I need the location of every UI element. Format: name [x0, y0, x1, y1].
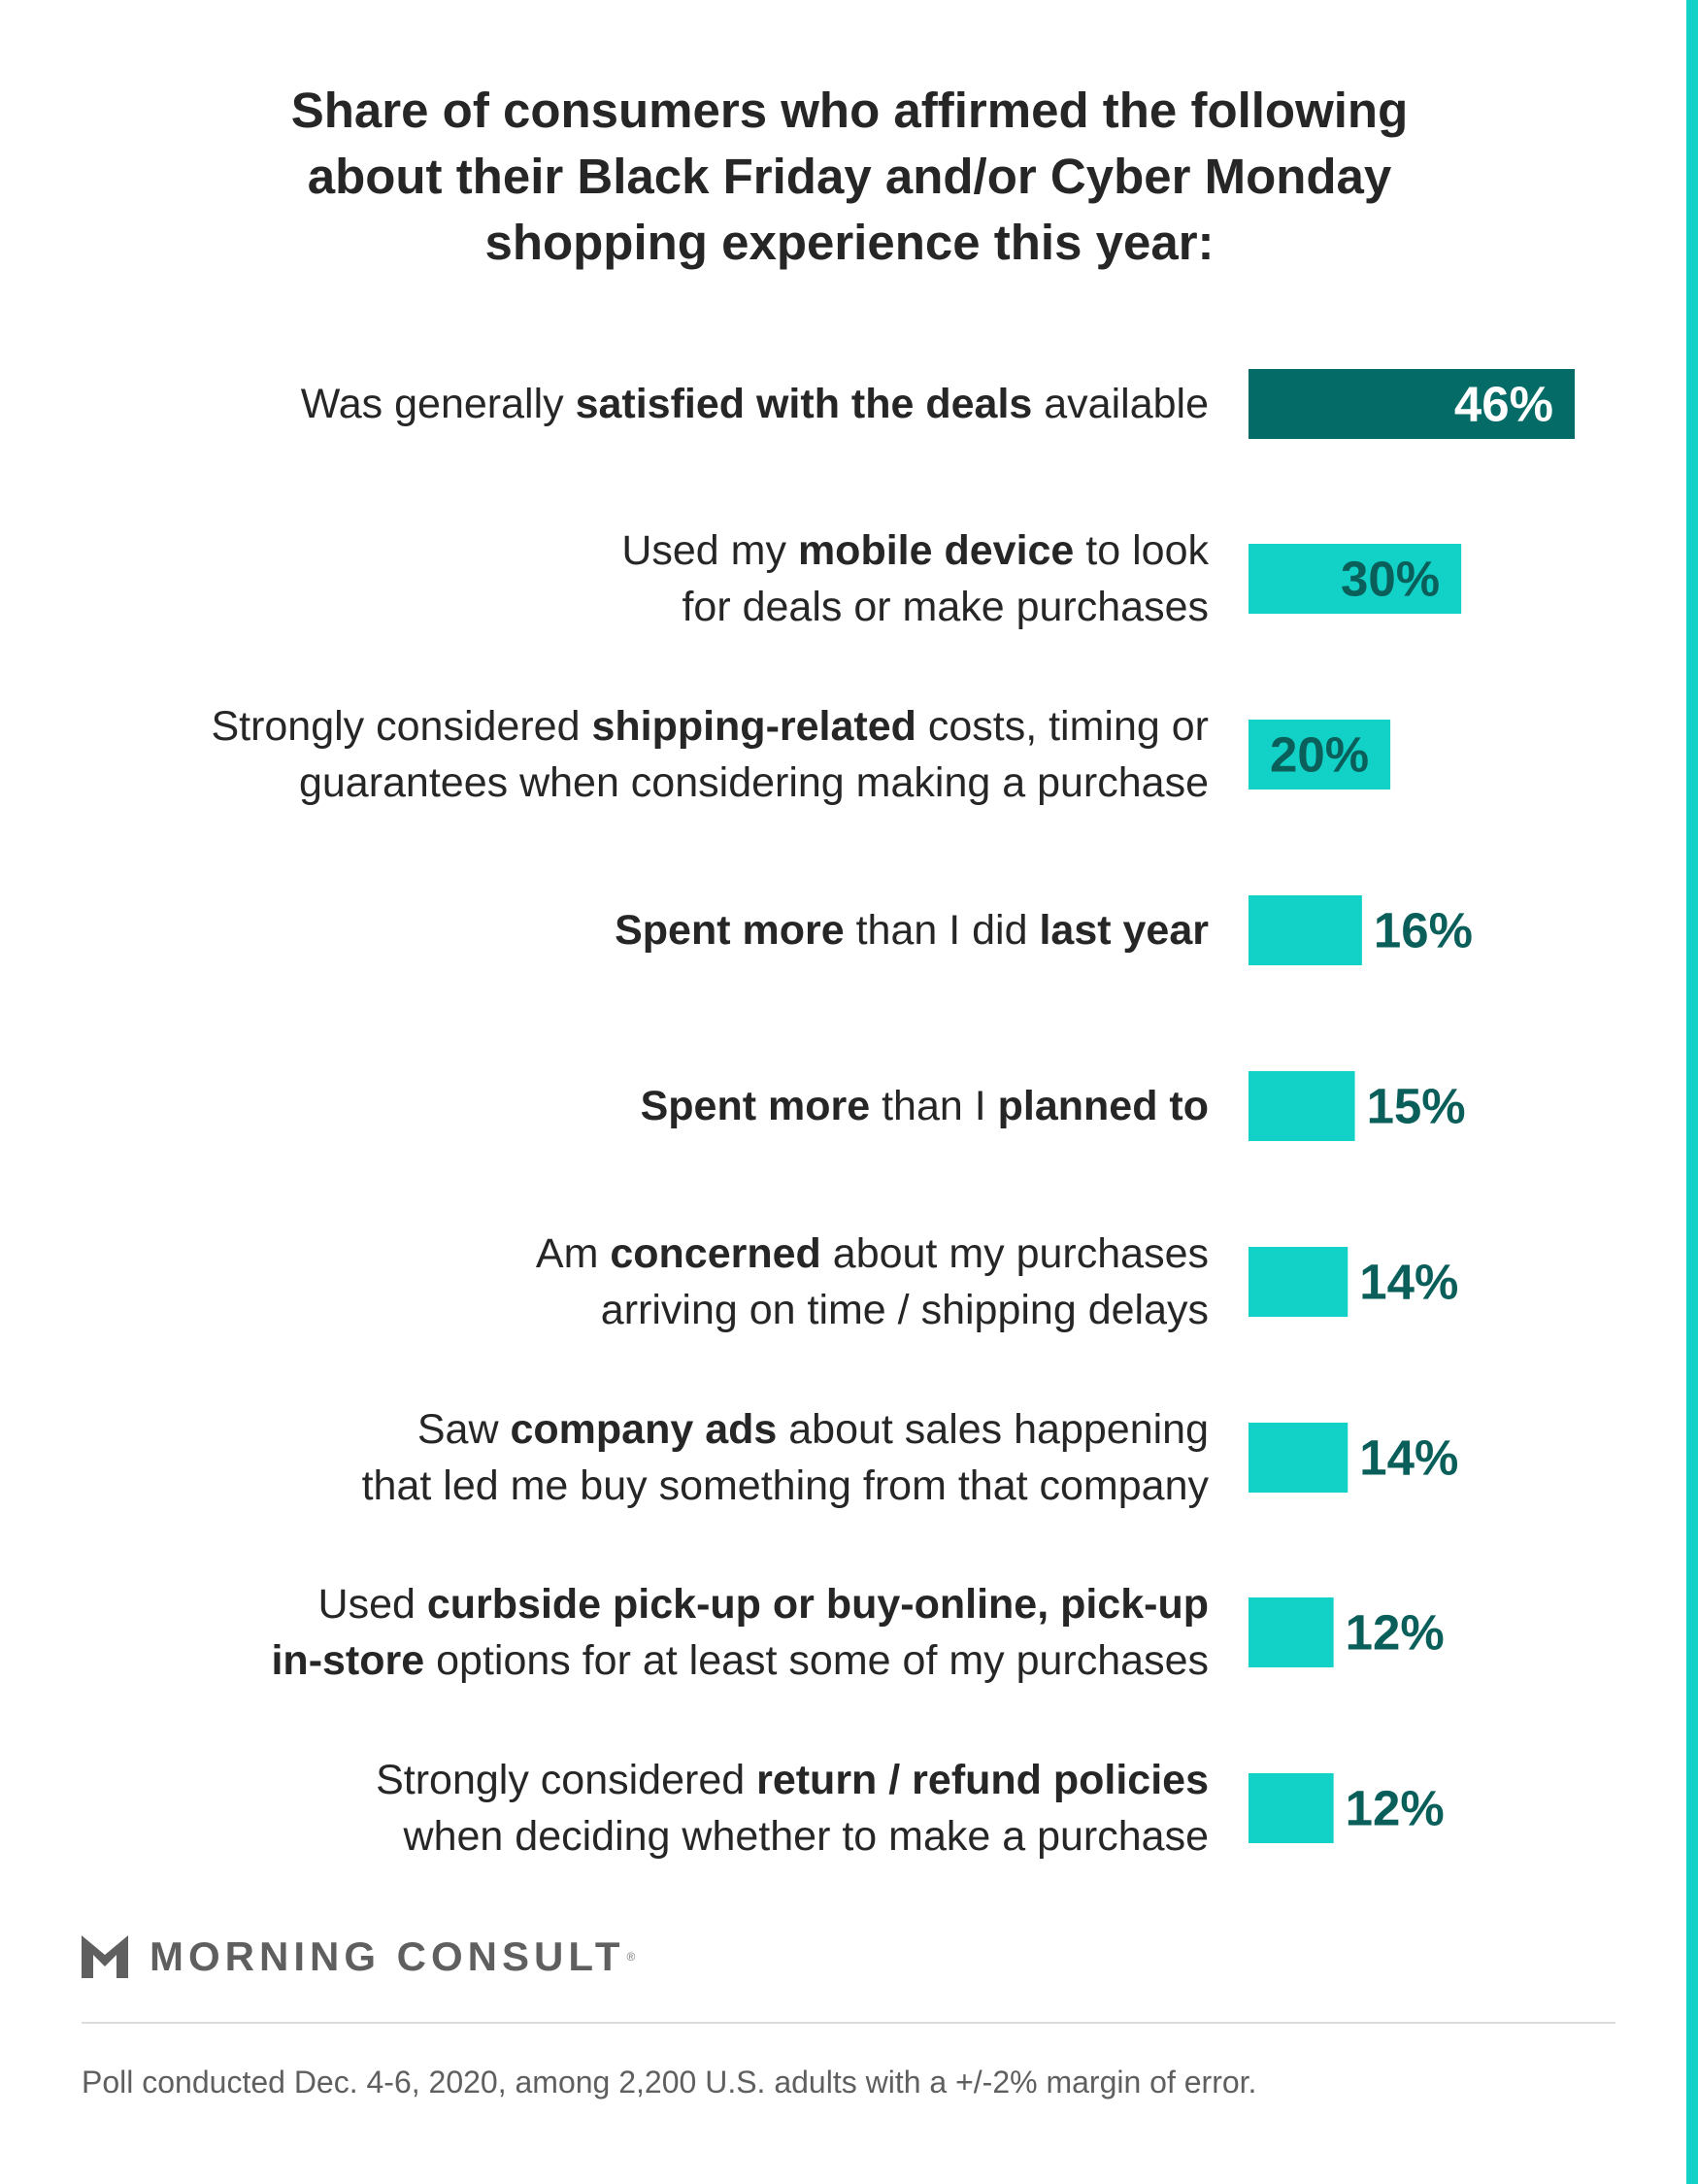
category-label-line: that led me buy something from that comp…	[362, 1462, 1210, 1509]
category-label-line: Saw company ads about sales happening	[417, 1406, 1209, 1453]
category-label-line: for deals or make purchases	[682, 584, 1209, 630]
bar-1	[1249, 369, 1575, 439]
category-label-line: guarantees when considering making a pur…	[299, 759, 1209, 806]
footer-divider	[82, 2022, 1615, 2024]
footnote: Poll conducted Dec. 4-6, 2020, among 2,2…	[82, 2065, 1257, 2100]
value-label-5: 15%	[1367, 1079, 1466, 1134]
category-label-line: Was generally satisfied with the deals a…	[301, 381, 1209, 427]
bar-8	[1249, 1597, 1334, 1667]
bar-3	[1249, 720, 1391, 790]
bar-2	[1249, 544, 1462, 614]
bar-5	[1249, 1071, 1355, 1141]
value-label-6: 14%	[1359, 1255, 1458, 1310]
value-label-7: 14%	[1359, 1430, 1458, 1486]
category-label-line: arriving on time / shipping delays	[601, 1287, 1209, 1333]
category-label-3: Strongly considered shipping-related cos…	[211, 703, 1209, 806]
category-label-1: Was generally satisfied with the deals a…	[301, 381, 1209, 427]
morning-consult-logo: MORNING CONSULT ®	[82, 1932, 635, 1981]
bar-7	[1249, 1423, 1348, 1493]
category-label-line: Used my mobile device to look	[621, 527, 1209, 574]
bar-9	[1249, 1773, 1334, 1843]
bar-6	[1249, 1247, 1348, 1317]
title-line-1: Share of consumers who affirmed the foll…	[290, 83, 1409, 138]
category-label-line: Used curbside pick-up or buy-online, pic…	[318, 1581, 1209, 1628]
category-label-line: Am concerned about my purchases	[536, 1230, 1209, 1277]
bar-chart: 46% Was generally satisfied with the deal…	[211, 369, 1575, 1860]
category-label-8: Used curbside pick-up or buy-online, pic…	[271, 1581, 1209, 1684]
category-label-line: Strongly considered shipping-related cos…	[211, 703, 1209, 750]
bar-4	[1249, 895, 1362, 965]
value-label-4: 16%	[1374, 903, 1473, 958]
value-label-8: 12%	[1346, 1605, 1445, 1661]
value-label-2: 30%	[1341, 552, 1440, 607]
title-line-2: about their Black Friday and/or Cyber Mo…	[307, 149, 1392, 204]
category-label-line: Strongly considered return / refund poli…	[376, 1757, 1209, 1803]
category-label-4: Spent more than I did last year	[615, 907, 1209, 954]
category-label-line: Spent more than I did last year	[615, 907, 1209, 954]
value-label-3: 20%	[1270, 727, 1369, 783]
registered-mark: ®	[626, 1950, 636, 1964]
value-label-9: 12%	[1346, 1781, 1445, 1836]
category-label-2: Used my mobile device to look for deals o…	[621, 527, 1209, 630]
category-label-line: Spent more than I planned to	[641, 1083, 1209, 1129]
category-label-6: Am concerned about my purchases arriving …	[536, 1230, 1209, 1333]
title-line-3: shopping experience this year:	[484, 215, 1215, 270]
morning-consult-chevron-icon	[82, 1935, 128, 1978]
logo-text: MORNING CONSULT	[150, 1933, 625, 1979]
accent-rule	[1686, 0, 1698, 2184]
category-label-5: Spent more than I planned to	[641, 1083, 1209, 1129]
chart-title: Share of consumers who affirmed the foll…	[155, 78, 1544, 276]
value-label-1: 46%	[1454, 377, 1553, 432]
category-label-7: Saw company ads about sales happening tha…	[362, 1406, 1210, 1509]
category-label-line: when deciding whether to make a purchase	[403, 1813, 1209, 1860]
category-label-line: in-store options for at least some of my…	[271, 1637, 1209, 1684]
category-label-9: Strongly considered return / refund poli…	[376, 1757, 1209, 1860]
